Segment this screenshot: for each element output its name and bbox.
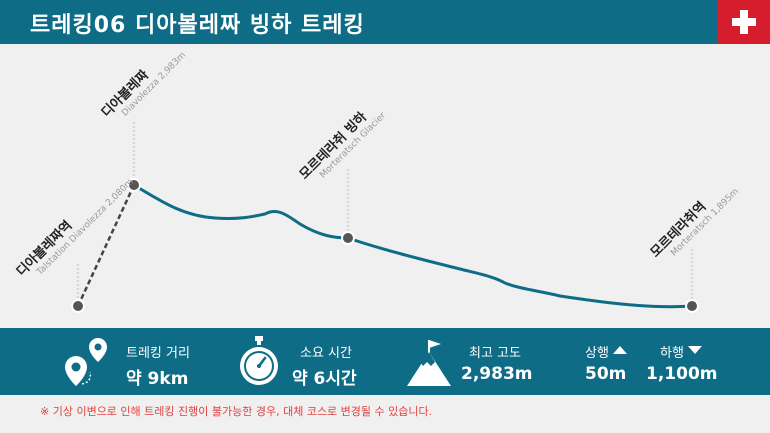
station-point-glacier xyxy=(341,231,355,245)
stat-altitude-value: 2,983m xyxy=(461,364,533,384)
station-point-diavolezza xyxy=(127,178,141,192)
descent-arrow-icon xyxy=(688,346,702,354)
map-pin-icon xyxy=(65,338,107,386)
trekking-route xyxy=(133,183,693,309)
stat-distance-value: 약 9km xyxy=(126,369,189,389)
ascent-arrow-icon xyxy=(613,346,627,354)
elevation-profile: 디아볼레짜역 Talstation Diavolezza 2,080m 디아볼레… xyxy=(0,44,770,328)
weather-notice: ※ 기상 이변으로 인해 트레킹 진행이 불가능한 경우, 대체 코스로 변경될… xyxy=(40,405,433,418)
stopwatch-icon xyxy=(240,336,278,385)
trek-stats-bar: 트레킹 거리 약 9km 소요 시간 약 6시간 xyxy=(0,328,770,395)
stat-descent-label: 하행 xyxy=(660,346,684,361)
page-title: 트레킹06 디아볼레짜 빙하 트레킹 xyxy=(30,13,365,38)
stat-ascent-value: 50m xyxy=(585,364,627,384)
stat-distance-label: 트레킹 거리 xyxy=(126,346,190,361)
cable-car-route xyxy=(76,184,136,307)
stat-time-value: 약 6시간 xyxy=(292,369,357,389)
stat-time-label: 소요 시간 xyxy=(300,346,352,361)
mountain-flag-icon xyxy=(407,340,451,386)
stat-altitude-label: 최고 고도 xyxy=(469,346,521,361)
station-point-morteratsch xyxy=(685,299,699,313)
elevation-profile-graphic xyxy=(71,122,699,313)
stat-descent-value: 1,100m xyxy=(646,364,718,384)
stat-ascent-label: 상행 xyxy=(585,346,609,361)
station-point-talstation xyxy=(71,299,85,313)
header-bar: 트레킹06 디아볼레짜 빙하 트레킹 xyxy=(0,0,770,44)
swiss-flag-icon xyxy=(718,0,770,44)
